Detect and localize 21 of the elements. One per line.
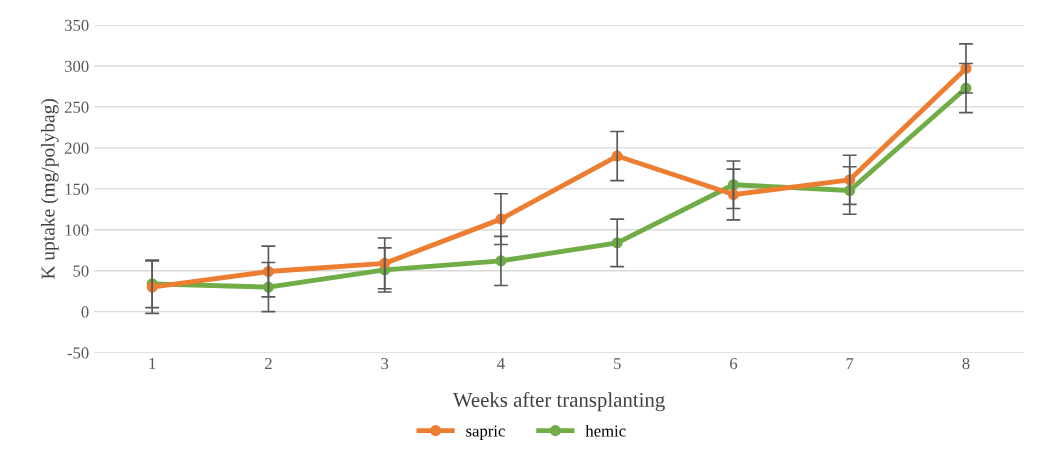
x-tick-label: 8 <box>962 357 970 370</box>
x-tick-label: 2 <box>265 358 272 370</box>
x-tick-label: 3 <box>381 358 389 370</box>
y-tick-label: 50 <box>73 265 89 277</box>
y-tick-label: 250 <box>64 101 89 113</box>
x-tick-label: 1 <box>149 358 156 370</box>
y-tick-label: 0 <box>81 306 89 318</box>
x-tick-label: 6 <box>730 358 738 370</box>
x-tick-label: 5 <box>614 358 621 370</box>
y-tick-label: 100 <box>65 224 89 236</box>
x-tick-label: 7 <box>846 358 854 370</box>
y-tick-label: 150 <box>65 183 89 195</box>
x-tick-label: 4 <box>497 358 505 370</box>
y-tick-label: -50 <box>67 347 89 359</box>
y-tick-label: 350 <box>64 19 89 31</box>
y-tick-label: 300 <box>64 60 89 72</box>
y-axis-title: K uptake (mg/polybag) <box>40 98 59 279</box>
legend-label: hemic <box>585 424 626 437</box>
legend-label: sapric <box>466 425 505 440</box>
x-axis-title: Weeks after transplanting <box>452 392 665 412</box>
y-tick-label: 200 <box>64 142 89 154</box>
